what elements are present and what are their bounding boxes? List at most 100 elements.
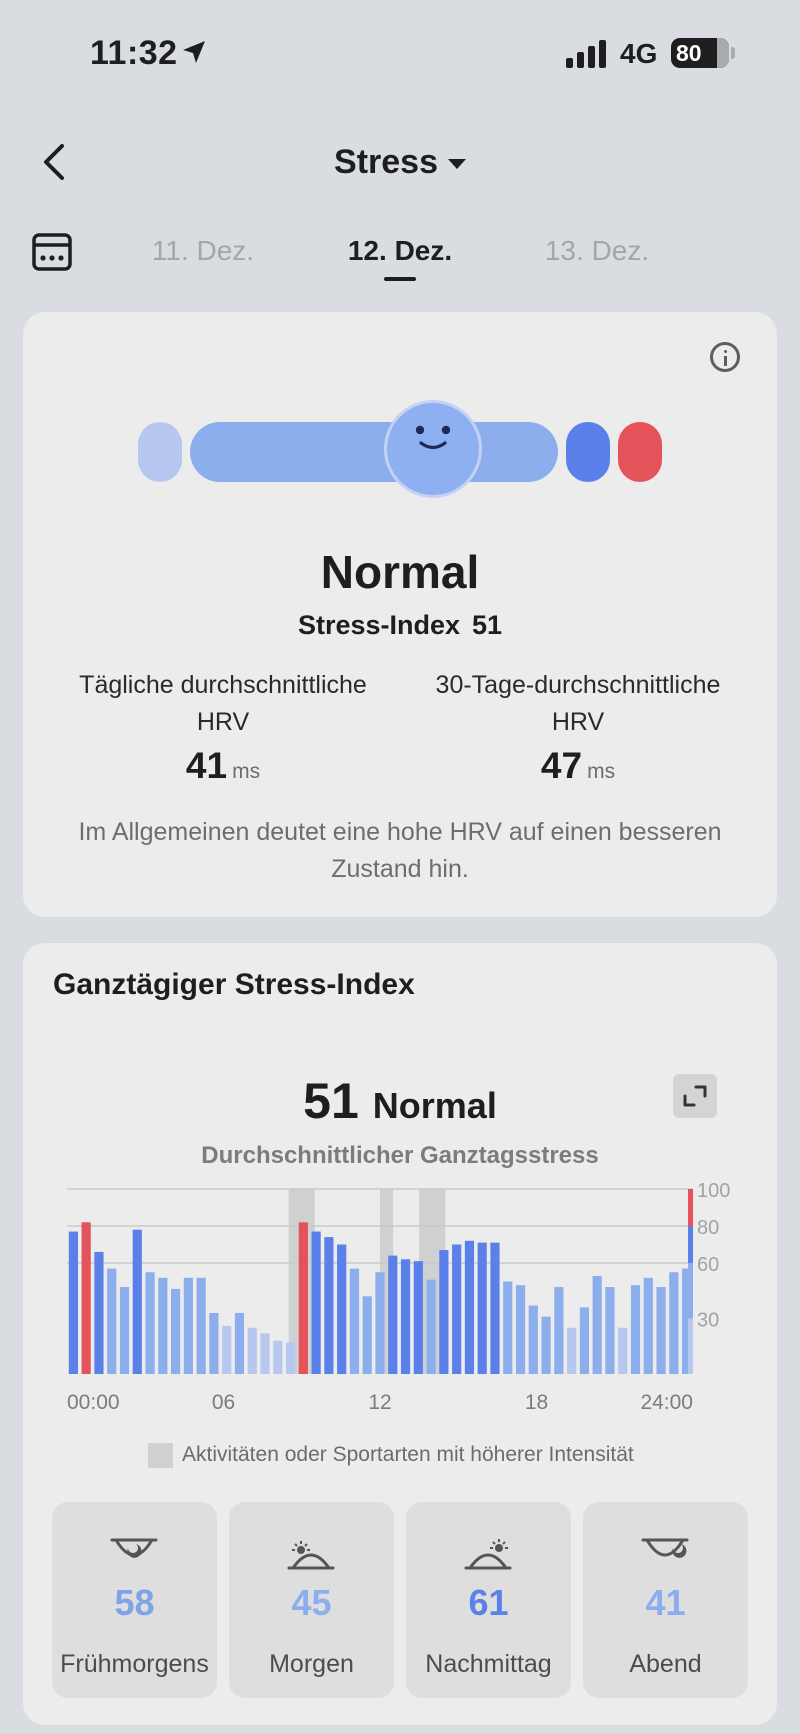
period-value: 45 [291, 1582, 332, 1623]
chart-bar [324, 1237, 334, 1374]
chart-bar [426, 1279, 436, 1374]
chart-bar [388, 1255, 398, 1374]
tab-date-previous[interactable]: 11. Dez. [151, 235, 255, 266]
chart-bar [490, 1242, 500, 1374]
x-tick-label: 24:00 [640, 1391, 693, 1414]
thirty-day-hrv-value: 47 ms [408, 745, 748, 787]
chart-bar [618, 1327, 628, 1374]
chart-bar [656, 1287, 666, 1374]
x-tick-label: 12 [368, 1391, 391, 1414]
chart-bar [298, 1222, 308, 1374]
period-tile-early-morning[interactable]: 58 Frühmorgens [52, 1502, 217, 1698]
battery-level: 80 [676, 40, 702, 66]
battery-icon: 80 [671, 38, 729, 68]
section-title: Ganztägiger Stress-Index [53, 968, 415, 1001]
thirty-day-hrv-number: 47 [540, 745, 583, 786]
tab-date-next[interactable]: 13. Dez. [544, 235, 650, 266]
chart-bar [183, 1277, 193, 1374]
page-title[interactable]: Stress [0, 143, 800, 182]
chart-bar [209, 1312, 219, 1374]
moon-setting-icon [641, 1538, 689, 1558]
network-type: 4G [620, 38, 658, 69]
chart-bar [400, 1259, 411, 1374]
level-scale-segment [688, 1318, 693, 1374]
chart-bar [682, 1268, 692, 1374]
chart-bar [362, 1296, 372, 1374]
hrv-note: Im Allgemeinen deutet eine hohe HRV auf … [78, 818, 722, 883]
chart-bar [158, 1277, 168, 1374]
y-tick-label: 30 [697, 1310, 719, 1332]
period-tile-evening[interactable]: 41 Abend [583, 1502, 748, 1698]
chart-bar [222, 1325, 232, 1374]
chart-bar [311, 1231, 321, 1374]
level-scale-segment [688, 1263, 693, 1319]
moon-horizon-icon [110, 1538, 158, 1558]
scale-segment-normal [190, 422, 558, 482]
period-value: 41 [645, 1582, 686, 1623]
chart-bar [477, 1242, 487, 1374]
stress-level-label: Normal [320, 546, 480, 598]
chart-bar [247, 1327, 257, 1374]
daily-hrv-number: 41 [185, 745, 228, 786]
chart-bar [439, 1250, 449, 1374]
tab-date-current[interactable]: 12. Dez. [347, 235, 453, 266]
chart-bar [630, 1285, 641, 1374]
legend-activity-swatch [148, 1443, 173, 1468]
daily-hrv-label: Tägliche durchschnittliche HRV [79, 671, 367, 736]
level-scale-segment [688, 1189, 693, 1226]
scale-segment-high [618, 422, 662, 482]
period-tile-afternoon[interactable]: 61 Nachmittag [406, 1502, 571, 1698]
chart-bar [273, 1340, 283, 1374]
level-scale-segment [688, 1226, 693, 1263]
chart-bar [413, 1261, 423, 1374]
chart-bar [592, 1275, 602, 1374]
daily-hrv-value: 41 ms [53, 745, 393, 787]
chart-bar [81, 1222, 91, 1374]
thirty-day-hrv-unit: ms [587, 760, 616, 783]
chart-bar [541, 1316, 551, 1374]
period-value: 61 [468, 1582, 509, 1623]
scale-segment-medium [566, 422, 610, 482]
x-tick-label: 18 [525, 1391, 548, 1414]
back-arrow-icon[interactable] [36, 140, 72, 184]
stress-index-value: 51 [472, 610, 503, 640]
period-tile-morning[interactable]: 45 Morgen [229, 1502, 394, 1698]
daily-stress-level: Normal [372, 1085, 497, 1126]
chart-bar [528, 1305, 538, 1374]
calendar-icon[interactable] [32, 232, 72, 272]
chart-bar [452, 1244, 462, 1374]
chart-bar [260, 1333, 270, 1374]
period-label: Nachmittag [425, 1650, 552, 1678]
x-tick-label: 06 [212, 1391, 235, 1414]
chart-bar [605, 1287, 615, 1374]
location-arrow-icon [183, 41, 205, 63]
thirty-day-hrv-label: 30-Tage-durchschnittliche HRV [435, 671, 721, 736]
chart-bar [643, 1277, 653, 1374]
chart-subtitle: Durchschnittlicher Ganztagsstress [201, 1142, 599, 1169]
stress-index: Stress-Index 51 [0, 610, 800, 641]
chart-bar [464, 1240, 475, 1374]
chart-bar [107, 1268, 117, 1374]
chart-bar [503, 1281, 513, 1374]
daily-stress-value: 51 [303, 1073, 359, 1129]
expand-icon [683, 1085, 707, 1107]
y-tick-label: 60 [697, 1254, 719, 1276]
expand-button[interactable] [673, 1074, 717, 1118]
chart-bar [285, 1342, 296, 1374]
y-tick-label: 100 [697, 1180, 730, 1202]
smiley-face-icon [415, 425, 451, 450]
stress-level-indicator [384, 400, 482, 498]
daily-stress-summary: 51 Normal [0, 1072, 800, 1130]
page-title-text: Stress [334, 143, 438, 181]
chart-bar [567, 1327, 577, 1374]
chart-legend: Aktivitäten oder Sportarten mit höherer … [148, 1443, 634, 1468]
battery-tip [731, 47, 735, 59]
chart-bar [234, 1312, 245, 1374]
info-icon[interactable] [710, 342, 740, 372]
chart-bar [170, 1288, 181, 1374]
chart-bar [337, 1244, 347, 1374]
chart-bar [579, 1307, 590, 1374]
y-tick-label: 80 [697, 1217, 719, 1239]
chart-bar [132, 1229, 142, 1374]
active-tab-indicator [384, 277, 416, 281]
